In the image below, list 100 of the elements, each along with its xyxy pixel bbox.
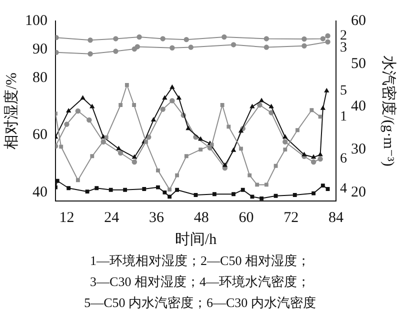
point <box>88 38 93 43</box>
point <box>292 193 297 197</box>
point <box>66 186 71 190</box>
point <box>198 136 203 141</box>
y2-tick-label: 50 <box>351 56 366 72</box>
point <box>259 98 264 102</box>
point <box>116 146 122 150</box>
x-tick-label: 72 <box>284 210 299 226</box>
point <box>160 106 166 112</box>
series-label: 1 <box>340 109 347 124</box>
x-tick-label: 48 <box>194 210 209 226</box>
point <box>239 146 243 151</box>
point <box>94 186 99 190</box>
point <box>136 34 142 40</box>
point <box>220 103 224 107</box>
point <box>282 134 288 139</box>
point <box>320 184 325 188</box>
y-axis-title: 相对湿度/% <box>2 72 20 150</box>
point <box>302 36 307 42</box>
point <box>113 48 118 54</box>
series-label: 3 <box>340 40 347 56</box>
point <box>310 108 314 112</box>
point <box>86 117 92 123</box>
point <box>76 178 80 182</box>
point <box>268 104 274 108</box>
point <box>274 194 278 198</box>
y2-axis-title: 水汽密度/(g·m⁻³) <box>380 56 398 166</box>
point <box>264 44 270 50</box>
y-tick-label: 80 <box>32 70 48 86</box>
point <box>156 185 160 190</box>
x-tick-label: 24 <box>104 210 120 226</box>
point <box>90 104 94 108</box>
point <box>194 193 198 197</box>
point <box>222 162 228 167</box>
point <box>160 36 166 42</box>
point <box>222 34 227 40</box>
point <box>250 104 255 108</box>
series-label: 4 <box>340 182 347 197</box>
y-tick-label: 90 <box>32 42 48 58</box>
point <box>296 128 300 132</box>
point <box>257 102 262 108</box>
point <box>311 154 316 159</box>
point <box>302 152 307 156</box>
point <box>248 173 252 178</box>
point <box>75 108 81 114</box>
y2-tick-label: 30 <box>351 142 366 158</box>
point <box>142 187 146 191</box>
y-tick-label: 40 <box>32 184 48 200</box>
series-label: 6 <box>340 152 347 167</box>
point <box>264 182 268 187</box>
point <box>59 144 64 149</box>
point <box>232 192 236 196</box>
y2-tick-label: 60 <box>351 12 366 29</box>
point <box>124 83 129 87</box>
point <box>134 44 140 50</box>
point <box>240 188 245 192</box>
point <box>312 191 316 196</box>
text: 5—C50 内水汽密度；6—C30 内水汽密度 <box>83 294 317 312</box>
point <box>56 178 60 183</box>
point <box>212 192 216 196</box>
point <box>260 196 264 200</box>
text: 3—C30 相对湿度；4—环境水汽密度； <box>89 273 311 291</box>
point <box>170 98 175 104</box>
point <box>132 154 137 159</box>
y-tick-label: 100 <box>25 12 48 29</box>
point <box>302 43 307 48</box>
point <box>238 128 244 133</box>
point <box>132 159 138 165</box>
x-tick-label: 12 <box>59 210 74 226</box>
x-tick-label: 84 <box>328 210 344 226</box>
point <box>325 39 330 44</box>
point <box>283 148 288 152</box>
point <box>88 51 93 56</box>
point <box>318 152 323 156</box>
point <box>226 124 231 129</box>
point <box>85 190 90 194</box>
point <box>162 190 167 194</box>
point <box>268 110 274 116</box>
point <box>230 42 236 48</box>
series-label: 5 <box>340 84 347 99</box>
point <box>198 148 203 152</box>
point <box>118 150 124 156</box>
point <box>170 84 174 89</box>
point <box>168 188 172 192</box>
x-tick-label: 60 <box>238 210 254 226</box>
point <box>324 88 329 92</box>
point <box>264 36 270 42</box>
point <box>118 103 123 107</box>
point <box>80 96 86 100</box>
point <box>170 45 175 50</box>
point <box>144 140 148 144</box>
point <box>156 168 160 172</box>
point <box>104 135 108 140</box>
point <box>255 182 260 187</box>
point <box>320 36 326 42</box>
point <box>132 103 136 107</box>
y2-tick-label: 20 <box>351 184 366 200</box>
point <box>90 154 94 158</box>
point <box>184 36 189 42</box>
point <box>168 194 172 199</box>
